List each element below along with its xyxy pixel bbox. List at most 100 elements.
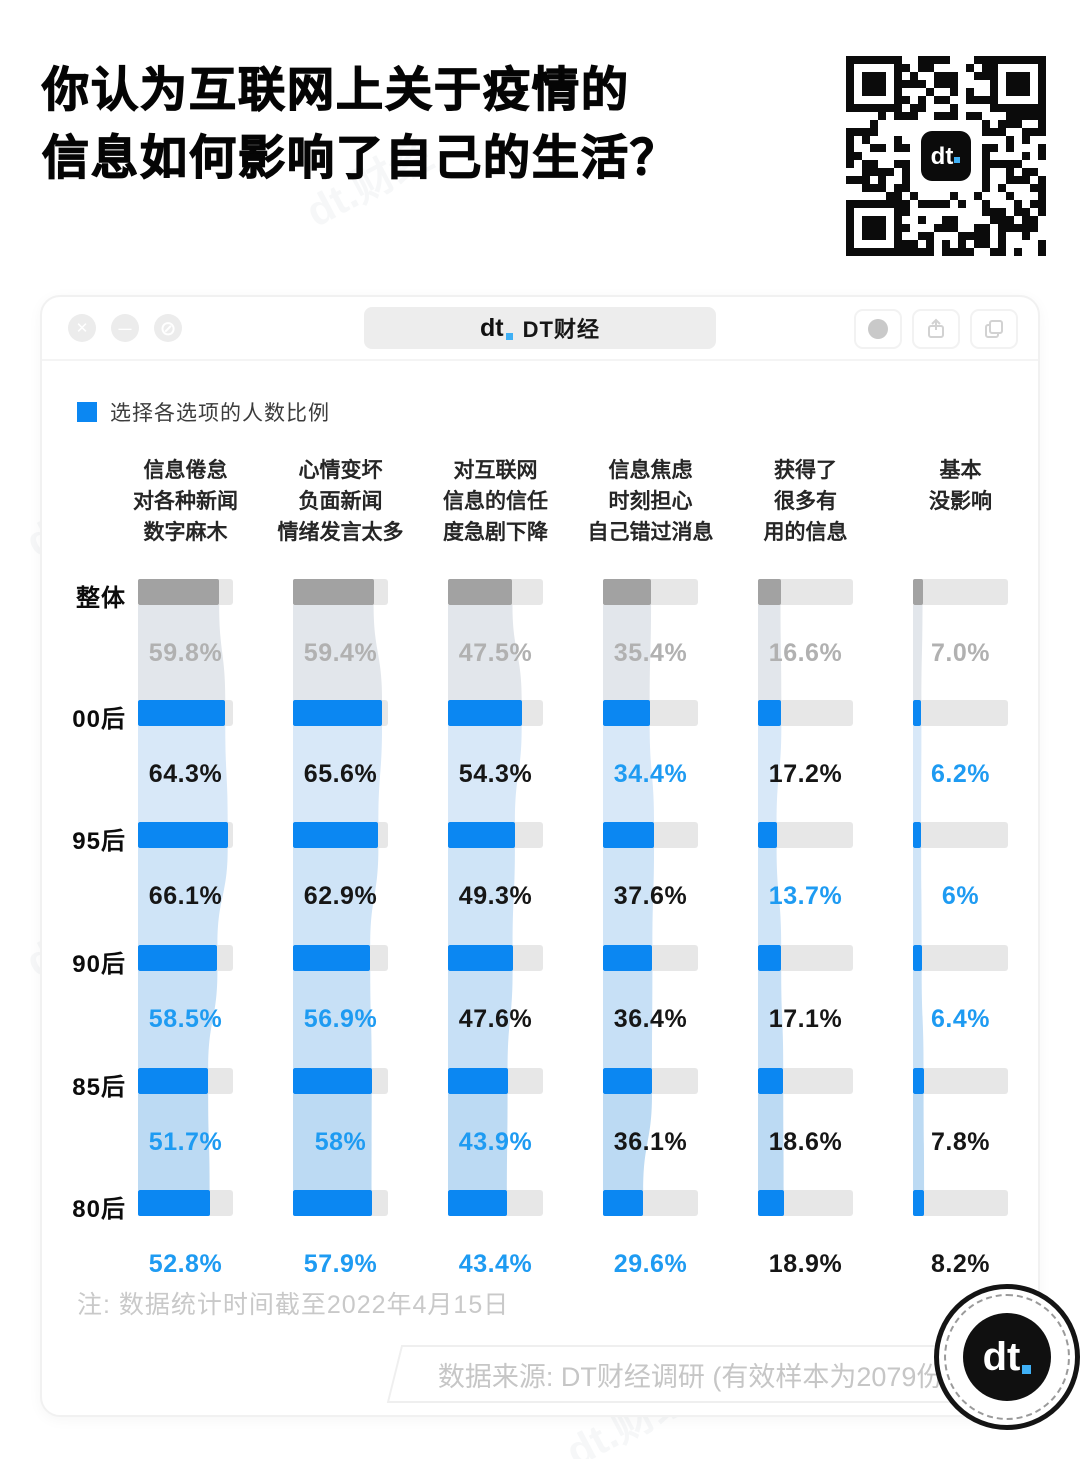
bar-fill bbox=[603, 1190, 644, 1216]
flow-shape bbox=[448, 605, 522, 700]
dt-logo-icon: dt bbox=[963, 1313, 1051, 1401]
page-title-line1: 你认为互联网上关于疫情的 bbox=[41, 62, 630, 116]
value-label: 47.5% bbox=[458, 639, 533, 667]
flow-shape bbox=[293, 1094, 372, 1190]
flow-shape bbox=[913, 605, 923, 700]
value-label: 47.6% bbox=[458, 1005, 533, 1033]
flow-shape bbox=[448, 726, 522, 822]
value-label: 29.6% bbox=[613, 1250, 688, 1278]
value-label: 52.8% bbox=[148, 1250, 223, 1278]
value-label: 66.1% bbox=[148, 882, 223, 910]
bar-fill bbox=[448, 1190, 507, 1216]
qr-code-image: dt bbox=[846, 56, 1046, 256]
window-controls-left bbox=[68, 314, 182, 342]
value-label: 57.9% bbox=[303, 1250, 378, 1278]
value-label: 6.2% bbox=[931, 760, 990, 788]
row-label: 整体 bbox=[76, 585, 126, 612]
bar-fill bbox=[448, 1068, 508, 1094]
value-label: 6% bbox=[941, 882, 980, 910]
value-label: 49.3% bbox=[458, 882, 533, 910]
value-label: 62.9% bbox=[303, 882, 378, 910]
bar-fill bbox=[293, 579, 374, 605]
close-icon[interactable] bbox=[68, 314, 96, 342]
flow-shape bbox=[603, 1094, 652, 1190]
bar-fill bbox=[138, 1190, 210, 1216]
window-titlebar: dt DT财经 bbox=[42, 297, 1038, 361]
legend: 选择各选项的人数比例 bbox=[77, 397, 330, 427]
row-label: 95后 bbox=[72, 828, 126, 855]
bar-track bbox=[913, 579, 1008, 605]
flow-shape bbox=[138, 971, 218, 1068]
flow-shape bbox=[448, 971, 513, 1068]
value-label: 17.1% bbox=[768, 1005, 843, 1033]
source-text: 数据来源: DT财经调研 (有效样本为2079份) bbox=[438, 1361, 953, 1392]
flow-shape bbox=[293, 971, 372, 1068]
bar-fill bbox=[293, 1190, 372, 1216]
bar-fill bbox=[758, 822, 777, 848]
bar-track bbox=[913, 1068, 1008, 1094]
value-label: 6.4% bbox=[931, 1005, 990, 1033]
value-label: 37.6% bbox=[613, 882, 688, 910]
bar-fill bbox=[603, 579, 652, 605]
bar-track bbox=[913, 700, 1008, 726]
share-button[interactable] bbox=[912, 309, 960, 349]
flow-shape bbox=[603, 971, 653, 1068]
bar-fill bbox=[913, 1190, 925, 1216]
value-label: 17.2% bbox=[768, 760, 843, 788]
record-button[interactable] bbox=[854, 309, 902, 349]
flow-shape bbox=[913, 971, 924, 1068]
flow-shape bbox=[758, 848, 782, 945]
value-label: 36.4% bbox=[613, 1005, 688, 1033]
value-label: 58% bbox=[314, 1128, 367, 1156]
value-label: 13.7% bbox=[768, 882, 843, 910]
bar-fill bbox=[293, 945, 371, 971]
legend-label: 选择各选项的人数比例 bbox=[110, 402, 330, 425]
value-label: 18.6% bbox=[768, 1128, 843, 1156]
logo-dot bbox=[505, 332, 513, 340]
flow-shape bbox=[138, 1094, 210, 1190]
flow-shape bbox=[603, 605, 652, 700]
flow-shape bbox=[138, 726, 228, 822]
flow-shape bbox=[448, 848, 515, 945]
window-title: DT财经 bbox=[522, 317, 600, 342]
bar-fill bbox=[448, 822, 515, 848]
bar-fill bbox=[758, 945, 782, 971]
row-label: 80后 bbox=[72, 1196, 126, 1223]
minimize-icon[interactable] bbox=[111, 314, 139, 342]
column-header: 信息焦虑 时刻担心 自己错过消息 bbox=[587, 459, 714, 544]
bar-fill bbox=[758, 1068, 784, 1094]
column-header: 获得了 很多有 用的信息 bbox=[763, 459, 848, 544]
flow-shape bbox=[448, 1094, 508, 1190]
value-label: 43.4% bbox=[458, 1250, 533, 1278]
flow-shape bbox=[758, 1094, 784, 1190]
copy-button[interactable] bbox=[970, 309, 1018, 349]
bar-fill bbox=[138, 822, 228, 848]
flow-shape bbox=[758, 726, 782, 822]
bar-track bbox=[913, 1190, 1008, 1216]
flow-shape bbox=[913, 726, 922, 822]
dt-logo-icon: dt bbox=[480, 314, 513, 343]
value-label: 65.6% bbox=[303, 760, 378, 788]
bar-fill bbox=[448, 700, 522, 726]
bar-fill bbox=[138, 579, 220, 605]
value-label: 64.3% bbox=[148, 760, 223, 788]
window-controls-right bbox=[854, 309, 1018, 349]
flow-shape bbox=[758, 605, 782, 700]
flow-shape bbox=[293, 848, 379, 945]
bar-fill bbox=[138, 700, 226, 726]
column-header: 信息倦怠 对各种新闻 数字麻木 bbox=[133, 459, 238, 544]
flow-shape bbox=[758, 971, 784, 1068]
block-icon[interactable] bbox=[154, 314, 182, 342]
value-label: 34.4% bbox=[613, 760, 688, 788]
value-label: 58.5% bbox=[148, 1005, 223, 1033]
row-label: 90后 bbox=[72, 951, 126, 978]
survey-window: dt DT财经 bbox=[40, 295, 1057, 1417]
value-label: 59.4% bbox=[303, 639, 378, 667]
flow-shape bbox=[603, 848, 655, 945]
bar-fill bbox=[913, 579, 923, 605]
row-label: 85后 bbox=[72, 1074, 126, 1101]
value-label: 18.9% bbox=[768, 1250, 843, 1278]
flow-shape bbox=[913, 848, 922, 945]
flow-shape bbox=[293, 605, 383, 700]
